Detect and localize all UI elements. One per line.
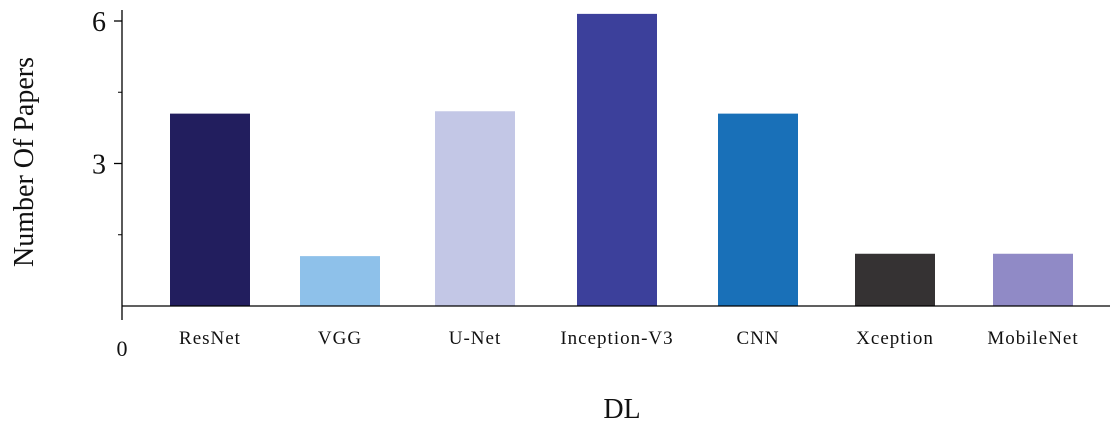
x-category-label: Inception-V3	[560, 328, 673, 349]
y-axis-title: Number Of Papers	[9, 57, 40, 267]
x-axis-title: DL	[603, 394, 640, 425]
x-category-label: ResNet	[179, 328, 241, 349]
bar-cnn	[718, 113, 798, 306]
y-tick-label: 6	[92, 7, 106, 38]
y-tick-label: 0	[117, 336, 128, 361]
bar-resnet	[170, 113, 250, 306]
bar-mobilenet	[993, 253, 1073, 306]
x-category-label: Xception	[856, 328, 934, 349]
y-ticks-group: 0 3 6	[92, 7, 128, 361]
y-tick-label: 3	[92, 150, 106, 181]
x-category-labels-group: ResNet VGG U-Net Inception-V3 CNN Xception Mob…	[179, 328, 1078, 349]
bar-xception	[855, 253, 935, 306]
bar-inception-v3	[577, 13, 657, 306]
x-category-label: VGG	[318, 328, 362, 349]
x-category-label: U-Net	[449, 328, 501, 349]
x-category-label: CNN	[736, 328, 779, 349]
x-category-label: MobileNet	[987, 328, 1078, 349]
bar-vgg	[300, 256, 380, 306]
bars-group	[170, 13, 1073, 306]
bar-u-net	[435, 111, 515, 306]
axes-group	[121, 10, 1110, 320]
